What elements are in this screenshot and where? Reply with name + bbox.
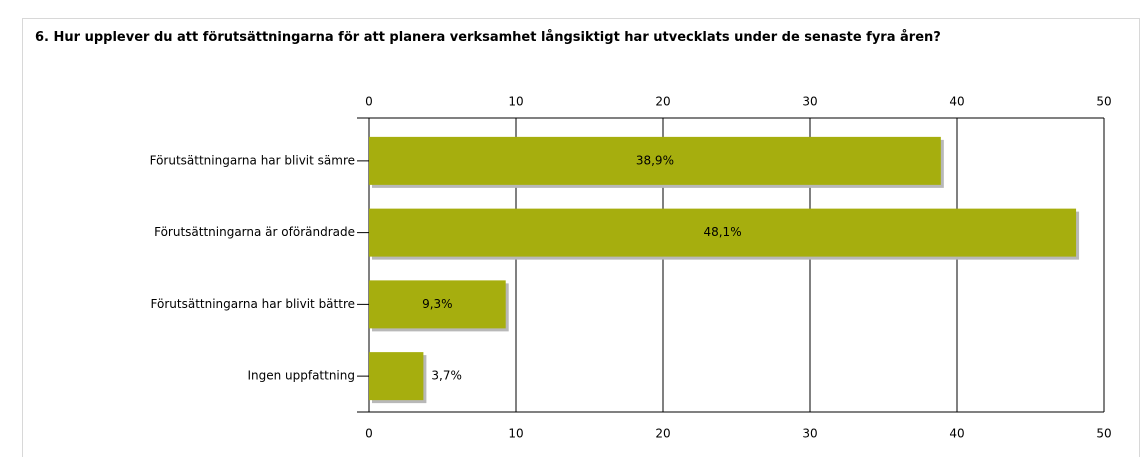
x-tick-label-top: 30 xyxy=(802,95,817,109)
bar xyxy=(369,280,506,329)
y-tick-label: Ingen uppfattning xyxy=(247,369,355,383)
x-tick-label-top: 10 xyxy=(508,95,523,109)
y-tick-label: Förutsättningarna har blivit bättre xyxy=(151,297,355,311)
x-tick-label-bottom: 40 xyxy=(949,427,964,441)
x-tick-label-bottom: 30 xyxy=(802,427,817,441)
x-tick-label-bottom: 20 xyxy=(655,427,670,441)
value-label: 38,9% xyxy=(636,153,674,167)
value-label: 3,7% xyxy=(431,369,462,383)
value-label: 9,3% xyxy=(422,297,453,311)
x-tick-label-bottom: 10 xyxy=(508,427,523,441)
bar xyxy=(369,208,1077,257)
x-tick-label-top: 20 xyxy=(655,95,670,109)
bar xyxy=(369,352,424,401)
y-tick-label: Förutsättningarna har blivit sämre xyxy=(150,153,355,167)
value-label: 48,1% xyxy=(703,225,741,239)
x-tick-label-bottom: 0 xyxy=(365,427,373,441)
x-tick-label-bottom: 50 xyxy=(1096,427,1111,441)
x-tick-label-top: 50 xyxy=(1096,95,1111,109)
y-tick-label: Förutsättningarna är oförändrade xyxy=(154,225,355,239)
bar xyxy=(369,136,941,185)
x-tick-label-top: 0 xyxy=(365,95,373,109)
chart-title: 6. Hur upplever du att förutsättningarna… xyxy=(35,30,941,45)
x-tick-label-top: 40 xyxy=(949,95,964,109)
panel-frame xyxy=(22,18,1140,457)
